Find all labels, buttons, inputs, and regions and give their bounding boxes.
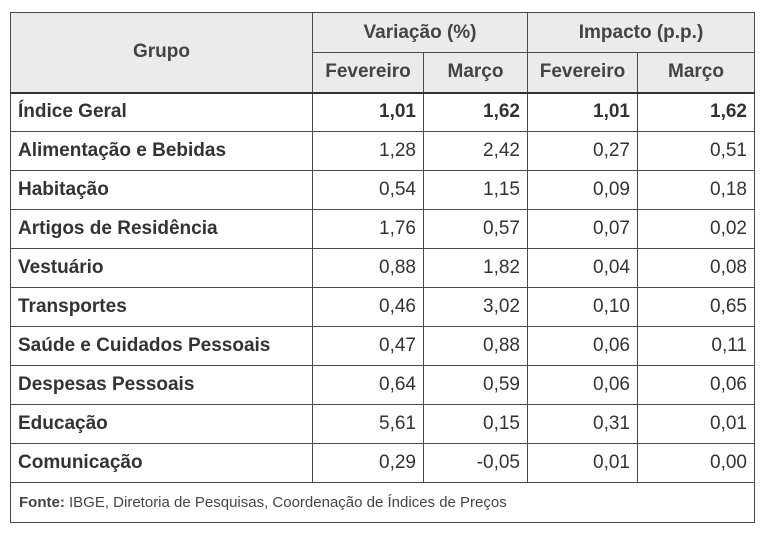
table-header: Grupo Variação (%) Impacto (p.p.) Fevere… — [10, 12, 755, 93]
row-group: Despesas Pessoais — [10, 365, 313, 405]
source-note: Fonte: IBGE, Diretoria de Pesquisas, Coo… — [10, 482, 755, 523]
row-var-mar: 0,59 — [423, 365, 528, 405]
row-imp-feb: 0,01 — [527, 443, 638, 483]
row-var-feb: 0,46 — [312, 287, 424, 327]
row-var-feb: 5,61 — [312, 404, 424, 444]
table-row: Transportes 0,46 3,02 0,10 0,65 — [10, 287, 755, 327]
header-impact-feb: Fevereiro — [527, 52, 638, 93]
row-imp-mar: 0,08 — [637, 248, 755, 288]
price-index-table: Grupo Variação (%) Impacto (p.p.) Fevere… — [10, 12, 755, 523]
row-var-mar: 1,62 — [423, 91, 528, 132]
row-imp-mar: 0,11 — [637, 326, 755, 366]
row-imp-feb: 0,04 — [527, 248, 638, 288]
row-var-feb: 0,47 — [312, 326, 424, 366]
row-var-mar: 3,02 — [423, 287, 528, 327]
table-row: Habitação 0,54 1,15 0,09 0,18 — [10, 170, 755, 210]
row-group: Comunicação — [10, 443, 313, 483]
header-group: Grupo — [10, 12, 313, 93]
row-imp-mar: 0,06 — [637, 365, 755, 405]
row-imp-mar: 0,51 — [637, 131, 755, 171]
row-var-mar: 0,57 — [423, 209, 528, 249]
header-variation-mar: Março — [423, 52, 528, 93]
header-impact: Impacto (p.p.) — [527, 12, 755, 53]
row-group: Artigos de Residência — [10, 209, 313, 249]
header-impact-mar: Março — [637, 52, 755, 93]
header-row-sub: Fevereiro Março Fevereiro Março — [11, 52, 755, 93]
table-row: Índice Geral 1,01 1,62 1,01 1,62 — [10, 91, 755, 132]
row-var-mar: -0,05 — [423, 443, 528, 483]
row-var-feb: 0,54 — [312, 170, 424, 210]
table-row: Vestuário 0,88 1,82 0,04 0,08 — [10, 248, 755, 288]
row-var-mar: 1,82 — [423, 248, 528, 288]
row-group: Alimentação e Bebidas — [10, 131, 313, 171]
table-footer: Fonte: IBGE, Diretoria de Pesquisas, Coo… — [10, 482, 755, 523]
source-label: Fonte: — [19, 494, 65, 511]
row-imp-mar: 0,65 — [637, 287, 755, 327]
header-variation-feb: Fevereiro — [312, 52, 424, 93]
table-row: Alimentação e Bebidas 1,28 2,42 0,27 0,5… — [10, 131, 755, 171]
table-body: Índice Geral 1,01 1,62 1,01 1,62 Aliment… — [10, 91, 755, 483]
row-group: Vestuário — [10, 248, 313, 288]
table-row: Saúde e Cuidados Pessoais 0,47 0,88 0,06… — [10, 326, 755, 366]
row-var-feb: 0,64 — [312, 365, 424, 405]
row-imp-feb: 0,10 — [527, 287, 638, 327]
row-imp-feb: 0,27 — [527, 131, 638, 171]
row-group: Habitação — [10, 170, 313, 210]
row-var-feb: 1,76 — [312, 209, 424, 249]
price-index-table-container: Grupo Variação (%) Impacto (p.p.) Fevere… — [10, 12, 755, 523]
row-var-mar: 2,42 — [423, 131, 528, 171]
row-var-mar: 0,88 — [423, 326, 528, 366]
row-imp-mar: 0,00 — [637, 443, 755, 483]
source-row: Fonte: IBGE, Diretoria de Pesquisas, Coo… — [10, 482, 755, 523]
table-row: Comunicação 0,29 -0,05 0,01 0,00 — [10, 443, 755, 483]
row-var-feb: 1,01 — [312, 91, 424, 132]
row-imp-feb: 1,01 — [527, 91, 638, 132]
row-group: Educação — [10, 404, 313, 444]
row-var-feb: 1,28 — [312, 131, 424, 171]
row-var-mar: 0,15 — [423, 404, 528, 444]
row-imp-feb: 0,06 — [527, 365, 638, 405]
header-row-top: Grupo Variação (%) Impacto (p.p.) — [10, 12, 755, 93]
table-row: Artigos de Residência 1,76 0,57 0,07 0,0… — [10, 209, 755, 249]
table-row: Despesas Pessoais 0,64 0,59 0,06 0,06 — [10, 365, 755, 405]
row-imp-mar: 0,02 — [637, 209, 755, 249]
table-row: Educação 5,61 0,15 0,31 0,01 — [10, 404, 755, 444]
header-variation: Variação (%) — [312, 12, 528, 53]
source-text: IBGE, Diretoria de Pesquisas, Coordenaçã… — [64, 494, 507, 511]
row-var-feb: 0,88 — [312, 248, 424, 288]
row-group: Saúde e Cuidados Pessoais — [10, 326, 313, 366]
row-imp-mar: 0,01 — [637, 404, 755, 444]
row-imp-feb: 0,06 — [527, 326, 638, 366]
row-imp-feb: 0,07 — [527, 209, 638, 249]
row-imp-mar: 1,62 — [637, 91, 755, 132]
row-group: Índice Geral — [10, 91, 313, 132]
row-var-feb: 0,29 — [312, 443, 424, 483]
row-imp-feb: 0,09 — [527, 170, 638, 210]
row-var-mar: 1,15 — [423, 170, 528, 210]
row-imp-mar: 0,18 — [637, 170, 755, 210]
row-group: Transportes — [10, 287, 313, 327]
row-imp-feb: 0,31 — [527, 404, 638, 444]
